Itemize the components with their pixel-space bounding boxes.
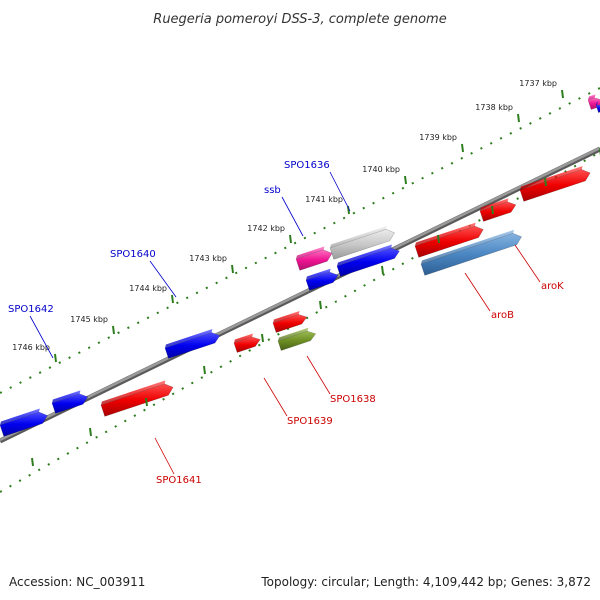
leader-line: [149, 260, 177, 298]
gene-label-reverse[interactable]: SPO1639: [287, 416, 333, 427]
tick-label: 1743 kbp: [189, 254, 227, 263]
tick-label: 1746 kbp: [12, 343, 50, 352]
tick-mark: [112, 325, 115, 335]
gene-label-forward[interactable]: SPO1636: [284, 160, 330, 171]
gene-label-reverse[interactable]: SPO1638: [330, 394, 376, 405]
leader-line: [464, 272, 491, 312]
tick-mark: [404, 175, 407, 185]
tick-mark: [561, 89, 564, 99]
topology-text: Topology: circular; Length: 4,109,442 bp…: [260, 575, 591, 589]
gene-label-reverse[interactable]: aroK: [541, 281, 564, 292]
tick-label: 1741 kbp: [305, 195, 343, 204]
tick-mark: [145, 397, 148, 407]
gene-ssb[interactable]: [295, 246, 333, 271]
tick-label: 1738 kbp: [475, 103, 513, 112]
tick-mark: [171, 294, 174, 304]
gene-red-3[interactable]: [272, 310, 308, 333]
tick-mark: [319, 300, 322, 310]
tick-mark: [261, 333, 264, 343]
gene-blue-1[interactable]: [336, 244, 400, 277]
gene-label-reverse[interactable]: SPO1641: [156, 475, 202, 486]
leader-line: [281, 196, 304, 237]
gene-red-2[interactable]: [479, 198, 517, 222]
gene-spo1639[interactable]: [233, 333, 261, 353]
leader-line: [306, 355, 331, 395]
gene-labels: SPO1636 ssb SPO1640 SPO1642 aroK aroB SPO1638 S…: [8, 160, 564, 486]
gene-arob[interactable]: [420, 229, 522, 276]
gene-spo1641[interactable]: [100, 380, 174, 417]
gene-spo1636[interactable]: [329, 225, 395, 260]
tick-label: 1740 kbp: [362, 165, 400, 174]
tick-mark: [203, 365, 206, 375]
gene-spo1642[interactable]: [0, 408, 48, 437]
tick-mark: [381, 265, 384, 275]
tick-label: 1744 kbp: [129, 284, 167, 293]
gene-blue-3[interactable]: [51, 390, 89, 414]
tick-mark: [31, 457, 34, 467]
gene-red-top[interactable]: [519, 165, 591, 202]
tick-mark: [54, 353, 57, 363]
tick-mark: [491, 205, 494, 215]
gene-arok[interactable]: [414, 222, 484, 258]
gene-blue-2[interactable]: [305, 268, 339, 291]
gene-label-forward[interactable]: ssb: [264, 185, 281, 196]
position-ticks: 1737 kbp 1738 kbp 1739 kbp 1740 kbp 1741 kbp…: [12, 79, 600, 467]
gene-label-forward[interactable]: SPO1642: [8, 304, 54, 315]
gene-spo1638[interactable]: [277, 327, 317, 351]
backbone-line: [0, 146, 600, 442]
leader-line: [154, 437, 175, 475]
tick-label: 1737 kbp: [519, 79, 557, 88]
tick-mark: [517, 113, 520, 123]
tick-label: 1745 kbp: [70, 315, 108, 324]
tick-mark: [461, 143, 464, 153]
gene-label-forward[interactable]: SPO1640: [110, 249, 156, 260]
gene-blue-edge[interactable]: [595, 101, 600, 113]
map-title: Ruegeria pomeroyi DSS-3, complete genome: [153, 12, 446, 27]
tick-mark: [437, 234, 440, 244]
tick-label: 1739 kbp: [419, 133, 457, 142]
genome-backbone: [0, 146, 600, 444]
leader-line: [263, 377, 288, 417]
leader-line: [514, 244, 541, 283]
tick-mark: [289, 234, 292, 244]
leader-line: [29, 315, 54, 359]
tick-mark: [231, 264, 234, 274]
tick-label: 1742 kbp: [247, 224, 285, 233]
gene-features: [0, 94, 600, 437]
tick-mark: [544, 177, 547, 187]
gene-spo1640[interactable]: [164, 329, 221, 359]
gene-label-reverse[interactable]: aroB: [491, 310, 514, 321]
tick-mark: [89, 427, 92, 437]
leader-line: [329, 171, 351, 212]
accession-text: Accession: NC_003911: [9, 575, 145, 589]
